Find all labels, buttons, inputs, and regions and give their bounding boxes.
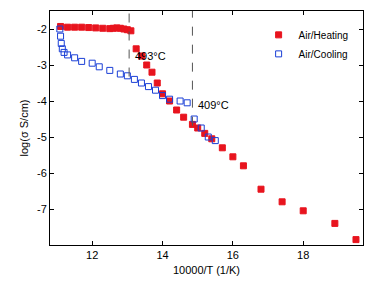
svg-text:16: 16 xyxy=(227,249,239,261)
svg-text:14: 14 xyxy=(156,249,168,261)
svg-text:493°C: 493°C xyxy=(135,50,166,62)
svg-text:-6: -6 xyxy=(37,167,47,179)
svg-text:-2: -2 xyxy=(37,23,47,35)
svg-text:Air/Heating: Air/Heating xyxy=(299,30,348,41)
svg-text:-5: -5 xyxy=(37,131,47,143)
svg-text:10000/T (1/K): 10000/T (1/K) xyxy=(173,264,240,276)
svg-text:log(σ S/cm): log(σ S/cm) xyxy=(18,100,30,157)
svg-text:-7: -7 xyxy=(37,203,47,215)
svg-text:18: 18 xyxy=(297,249,309,261)
svg-text:409°C: 409°C xyxy=(198,99,229,111)
svg-text:Air/Cooling: Air/Cooling xyxy=(299,49,348,60)
svg-text:-3: -3 xyxy=(37,59,47,71)
svg-text:-4: -4 xyxy=(37,95,47,107)
svg-text:12: 12 xyxy=(86,249,98,261)
